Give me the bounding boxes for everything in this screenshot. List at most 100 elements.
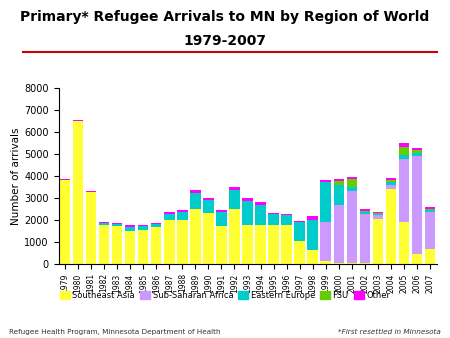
Bar xyxy=(86,192,96,264)
Bar xyxy=(333,206,344,263)
Bar xyxy=(333,263,344,264)
Bar xyxy=(399,143,409,147)
Bar xyxy=(373,213,383,214)
Bar xyxy=(294,241,305,264)
Bar xyxy=(399,159,409,222)
Bar xyxy=(99,222,109,223)
Bar xyxy=(125,225,135,227)
Bar xyxy=(346,179,357,187)
Bar xyxy=(320,183,331,222)
Bar xyxy=(229,190,240,209)
Bar xyxy=(99,225,109,264)
Bar xyxy=(425,249,435,264)
Bar xyxy=(86,191,96,192)
Bar xyxy=(360,214,370,263)
Bar xyxy=(386,183,396,185)
Bar xyxy=(151,223,162,224)
Bar xyxy=(203,200,214,213)
Bar xyxy=(190,193,201,209)
Bar xyxy=(346,177,357,179)
Bar xyxy=(360,209,370,211)
Legend: Southeast Asia, Sub-Saharan Africa, Eastern Europe, FSU, Other: Southeast Asia, Sub-Saharan Africa, East… xyxy=(57,288,393,304)
Bar xyxy=(333,185,344,206)
Bar xyxy=(99,223,109,225)
Bar xyxy=(360,263,370,264)
Bar xyxy=(307,216,318,220)
Bar xyxy=(373,214,383,215)
Bar xyxy=(281,225,292,264)
Bar xyxy=(373,212,383,213)
Bar xyxy=(425,209,435,210)
Bar xyxy=(73,121,83,264)
Bar xyxy=(425,207,435,209)
Bar xyxy=(373,215,383,219)
Bar xyxy=(268,225,279,264)
Bar xyxy=(255,206,266,225)
Text: *First resettled in Minnesota: *First resettled in Minnesota xyxy=(338,329,441,335)
Bar xyxy=(164,212,175,214)
Bar xyxy=(242,198,253,201)
Bar xyxy=(138,230,148,264)
Bar xyxy=(268,213,279,214)
Bar xyxy=(138,226,148,230)
Bar xyxy=(125,227,135,231)
Bar xyxy=(255,225,266,264)
Bar xyxy=(360,211,370,212)
Bar xyxy=(216,212,227,226)
Bar xyxy=(190,209,201,264)
Bar xyxy=(164,214,175,220)
Bar xyxy=(294,221,305,222)
Bar xyxy=(60,179,70,180)
Bar xyxy=(216,210,227,212)
Text: Primary* Refugee Arrivals to MN by Region of World: Primary* Refugee Arrivals to MN by Regio… xyxy=(20,10,430,24)
Bar xyxy=(373,219,383,264)
Bar xyxy=(242,201,253,225)
Bar xyxy=(425,212,435,249)
Bar xyxy=(177,210,188,212)
Bar xyxy=(203,198,214,200)
Text: 1979-2007: 1979-2007 xyxy=(184,34,266,48)
Bar xyxy=(255,202,266,206)
Bar xyxy=(112,226,122,264)
Bar xyxy=(320,180,331,183)
Bar xyxy=(412,153,422,156)
Bar xyxy=(320,222,331,262)
Bar xyxy=(281,215,292,225)
Bar xyxy=(412,148,422,150)
Bar xyxy=(412,254,422,264)
Bar xyxy=(294,222,305,241)
Bar xyxy=(177,212,188,220)
Bar xyxy=(229,187,240,190)
Bar xyxy=(346,187,357,191)
Bar xyxy=(125,231,135,264)
Bar xyxy=(386,189,396,264)
Bar xyxy=(164,220,175,264)
Bar xyxy=(229,209,240,264)
Bar xyxy=(333,181,344,185)
Text: Refugee Health Program, Minnesota Department of Health: Refugee Health Program, Minnesota Depart… xyxy=(9,329,220,335)
Bar xyxy=(216,226,227,264)
Bar xyxy=(320,262,331,264)
Bar xyxy=(112,224,122,226)
Bar xyxy=(333,179,344,181)
Bar xyxy=(73,120,83,121)
Bar xyxy=(386,185,396,189)
Bar xyxy=(138,225,148,226)
Bar xyxy=(386,180,396,183)
Bar xyxy=(399,147,409,155)
Bar xyxy=(177,220,188,264)
Bar xyxy=(151,224,162,227)
Bar xyxy=(360,212,370,214)
Bar xyxy=(60,180,70,264)
Bar xyxy=(425,210,435,212)
Bar xyxy=(399,222,409,264)
Y-axis label: Number of arrivals: Number of arrivals xyxy=(11,127,22,224)
Bar xyxy=(346,191,357,263)
Bar xyxy=(412,150,422,153)
Bar xyxy=(190,190,201,193)
Bar xyxy=(203,213,214,264)
Bar xyxy=(412,156,422,254)
Bar xyxy=(346,263,357,264)
Bar xyxy=(242,225,253,264)
Bar xyxy=(112,223,122,224)
